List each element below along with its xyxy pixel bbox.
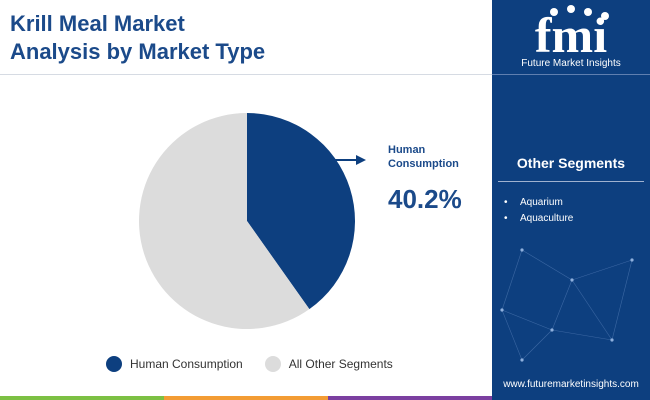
chart-legend: Human Consumption All Other Segments [106,356,415,372]
title-divider [0,74,492,75]
legend-swatch-human-consumption [106,356,122,372]
legend-label-human-consumption: Human Consumption [130,357,243,371]
callout-label-line-2: Consumption [388,158,459,170]
sidebar-divider [492,74,650,75]
callout-arrow [334,155,366,165]
legend-item-human-consumption: Human Consumption [106,356,243,372]
other-segment-item: Aquaculture [504,211,573,227]
bottom-bar-green [0,396,164,400]
sidebar: fmi Future Market Insights Other Segment… [492,0,650,400]
legend-item-all-other-segments: All Other Segments [264,356,393,372]
brand-logo: fmi Future Market Insights [492,0,650,74]
other-segments-underline [498,181,644,182]
callout-label: Human Consumption [388,143,488,171]
callout-value: 40.2% [388,184,462,214]
pie-slice-all-other-segments [138,113,310,329]
other-segment-item: Aquarium [504,195,573,211]
pie-slices [138,113,355,329]
pie-slice-human-consumption [247,113,355,310]
chart-title: Krill Meal Market Analysis by Market Typ… [10,10,480,66]
network-decoration-icon [500,248,634,362]
fmi-logo-icon: fmi [535,5,609,63]
brand-name: Future Market Insights [521,58,621,69]
other-segments-title: Other Segments [516,155,626,171]
bottom-bar-purple [328,396,492,400]
svg-text:fmi: fmi [535,7,607,58]
bottom-color-bar [0,396,492,400]
chart-title-line-1: Krill Meal Market [10,11,185,36]
pie-chart [138,113,366,329]
brand-website: www.futuremarketinsights.com [503,379,639,390]
legend-swatch-all-other-segments [264,356,281,372]
other-segments-list: Aquarium Aquaculture [504,195,573,227]
legend-label-all-other-segments: All Other Segments [288,357,393,371]
chart-title-line-2: Analysis by Market Type [10,39,266,64]
callout-label-line-1: Human [388,144,426,156]
bottom-bar-orange [164,396,328,400]
